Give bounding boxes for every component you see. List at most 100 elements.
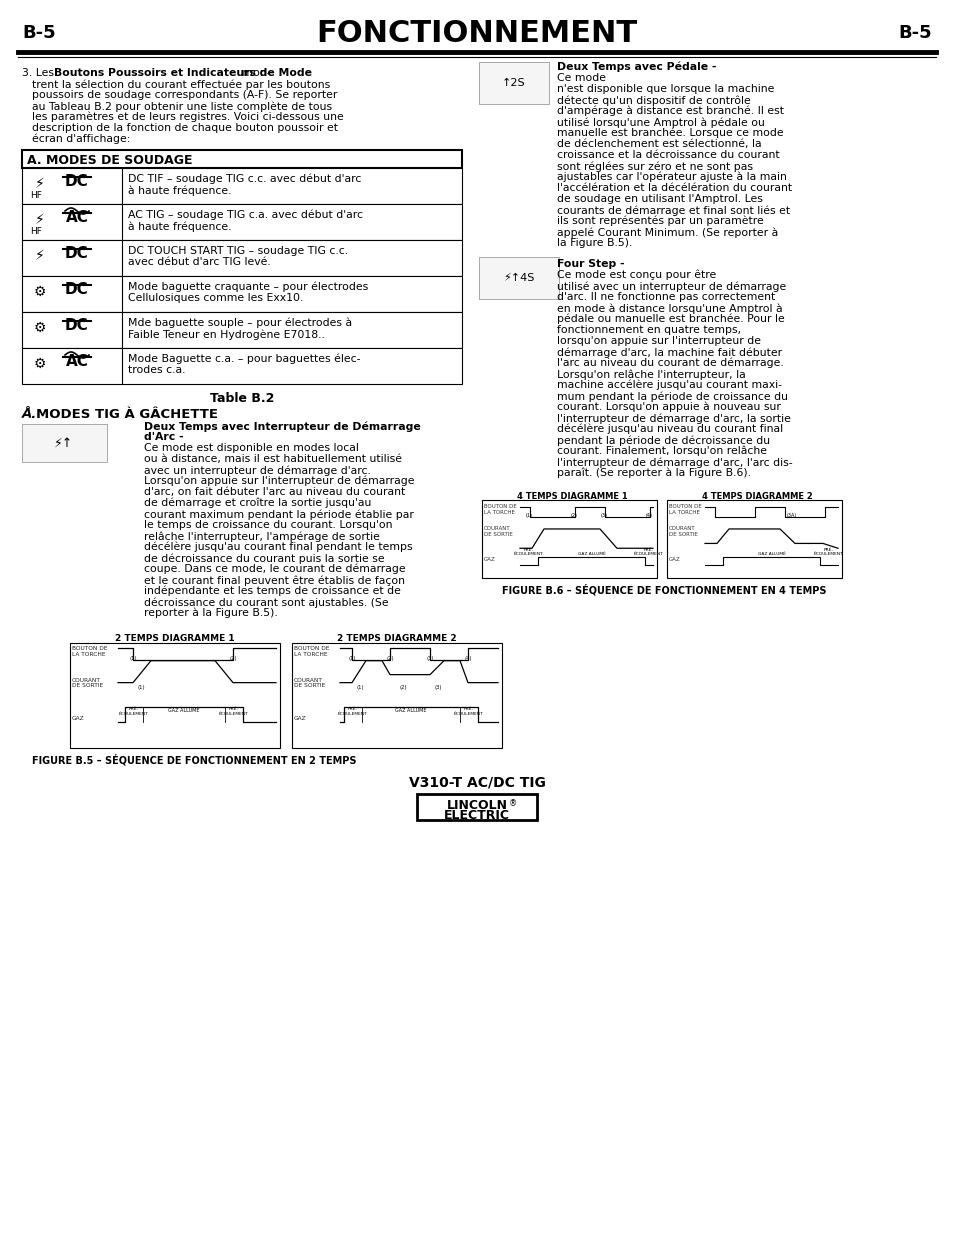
Text: COURANT
DE SORTIE: COURANT DE SORTIE	[294, 678, 325, 688]
Text: reporter à la Figure B.5).: reporter à la Figure B.5).	[144, 608, 277, 619]
Bar	[22, 424, 107, 462]
Text: AC: AC	[66, 210, 89, 226]
Text: trodes c.a.: trodes c.a.	[128, 366, 185, 375]
Text: mon-: mon-	[239, 68, 271, 78]
Text: (4): (4)	[464, 656, 472, 661]
Text: (4): (4)	[645, 513, 652, 517]
Bar	[22, 275, 461, 312]
Text: Table B.2: Table B.2	[210, 391, 274, 405]
Text: l'accélération et la décélération du courant: l'accélération et la décélération du cou…	[557, 183, 791, 193]
Bar	[22, 168, 461, 204]
Text: (1): (1)	[129, 656, 136, 661]
Bar	[292, 643, 501, 748]
Text: GAZ: GAZ	[483, 557, 496, 562]
Text: PRÉ-
ÉCOULEMENT: PRÉ- ÉCOULEMENT	[119, 708, 149, 716]
Text: écran d'affichage:: écran d'affichage:	[32, 135, 131, 144]
Text: coupe. Dans ce mode, le courant de démarrage: coupe. Dans ce mode, le courant de démar…	[144, 564, 405, 574]
Text: Four Step -: Four Step -	[557, 259, 624, 269]
Text: ⚙: ⚙	[33, 321, 46, 335]
Text: (3): (3)	[435, 684, 442, 689]
Bar	[478, 62, 548, 104]
Text: utilisé avec un interrupteur de démarrage: utilisé avec un interrupteur de démarrag…	[557, 282, 785, 291]
Text: de décroissance du courant puis la sortie se: de décroissance du courant puis la sorti…	[144, 553, 384, 563]
Text: B-5: B-5	[898, 23, 931, 42]
Text: au Tableau B.2 pour obtenir une liste complète de tous: au Tableau B.2 pour obtenir une liste co…	[32, 101, 332, 111]
Text: manuelle est branchée. Lorsque ce mode: manuelle est branchée. Lorsque ce mode	[557, 128, 782, 138]
Bar	[416, 794, 537, 820]
Text: DC TOUCH START TIG – soudage TIG c.c.: DC TOUCH START TIG – soudage TIG c.c.	[128, 246, 348, 256]
Text: DC: DC	[65, 319, 89, 333]
Text: ⚙: ⚙	[33, 285, 46, 299]
Text: courant. Finalement, lorsqu'on relâche: courant. Finalement, lorsqu'on relâche	[557, 446, 766, 457]
Text: Ce mode est disponible en modes local: Ce mode est disponible en modes local	[144, 443, 358, 453]
Bar	[22, 149, 461, 168]
Text: COURANT
DE SORTIE: COURANT DE SORTIE	[668, 526, 697, 537]
Text: courants de démarrage et final sont liés et: courants de démarrage et final sont liés…	[557, 205, 789, 215]
Bar	[481, 500, 657, 578]
Text: 4 TEMPS DIAGRAMME 2: 4 TEMPS DIAGRAMME 2	[700, 492, 812, 501]
Text: n'est disponible que lorsque la machine: n'est disponible que lorsque la machine	[557, 84, 774, 94]
Text: lorsqu'on appuie sur l'interrupteur de: lorsqu'on appuie sur l'interrupteur de	[557, 336, 760, 346]
Bar	[22, 204, 461, 240]
Text: DC: DC	[65, 174, 89, 189]
Text: d'arc. Il ne fonctionne pas correctement: d'arc. Il ne fonctionne pas correctement	[557, 291, 775, 303]
Text: Mode baguette craquante – pour électrodes: Mode baguette craquante – pour électrode…	[128, 282, 368, 293]
Text: d'ampérage à distance est branché. Il est: d'ampérage à distance est branché. Il es…	[557, 106, 783, 116]
Text: description de la fonction de chaque bouton poussoir et: description de la fonction de chaque bou…	[32, 124, 337, 133]
Text: DC TIF – soudage TIG c.c. avec début d'arc: DC TIF – soudage TIG c.c. avec début d'a…	[128, 174, 361, 184]
Text: GAZ ALLUMÉ: GAZ ALLUMÉ	[577, 552, 605, 556]
Text: croissance et la décroissance du courant: croissance et la décroissance du courant	[557, 149, 779, 161]
Text: BOUTON DE
LA TORCHE: BOUTON DE LA TORCHE	[483, 504, 517, 515]
Text: COURANT
DE SORTIE: COURANT DE SORTIE	[71, 678, 103, 688]
Text: relâche l'interrupteur, l'ampérage de sortie: relâche l'interrupteur, l'ampérage de so…	[144, 531, 379, 541]
Text: l'interrupteur de démarrage d'arc, la sortie: l'interrupteur de démarrage d'arc, la so…	[557, 412, 790, 424]
Text: Cellulosiques comme les Exx10.: Cellulosiques comme les Exx10.	[128, 293, 303, 303]
Text: la Figure B.5).: la Figure B.5).	[557, 238, 632, 248]
Text: MODES TIG À GÂCHETTE: MODES TIG À GÂCHETTE	[36, 408, 218, 421]
Text: 2 TEMPS DIAGRAMME 1: 2 TEMPS DIAGRAMME 1	[115, 634, 234, 643]
Text: décélère jusqu'au niveau du courant final: décélère jusqu'au niveau du courant fina…	[557, 424, 782, 435]
Text: Ce mode est conçu pour être: Ce mode est conçu pour être	[557, 270, 716, 280]
Text: à haute fréquence.: à haute fréquence.	[128, 185, 232, 195]
Text: DC: DC	[65, 247, 89, 262]
Text: (1): (1)	[138, 684, 146, 689]
Text: d'arc, on fait débuter l'arc au niveau du courant: d'arc, on fait débuter l'arc au niveau d…	[144, 487, 405, 496]
Text: à haute fréquence.: à haute fréquence.	[128, 221, 232, 231]
Text: BOUTON DE
LA TORCHE: BOUTON DE LA TORCHE	[294, 646, 329, 657]
Bar	[666, 500, 841, 578]
Text: de soudage en utilisant l'Amptrol. Les: de soudage en utilisant l'Amptrol. Les	[557, 194, 762, 204]
Text: mum pendant la période de croissance du: mum pendant la période de croissance du	[557, 391, 787, 401]
Text: PRÉ-
ÉCOULEMENT: PRÉ- ÉCOULEMENT	[219, 708, 249, 716]
Text: BOUTON DE
LA TORCHE: BOUTON DE LA TORCHE	[668, 504, 701, 515]
Bar	[22, 348, 461, 384]
Text: l'interrupteur de démarrage d'arc, l'arc dis-: l'interrupteur de démarrage d'arc, l'arc…	[557, 457, 792, 468]
Text: ↑2S: ↑2S	[501, 78, 525, 88]
Text: Ce mode: Ce mode	[557, 73, 605, 83]
Text: (2): (2)	[571, 513, 578, 517]
Text: Å.: Å.	[22, 408, 37, 421]
Text: DC: DC	[65, 283, 89, 298]
Text: ⚡: ⚡	[35, 177, 45, 191]
Text: utilisé lorsqu'une Amptrol à pédale ou: utilisé lorsqu'une Amptrol à pédale ou	[557, 117, 764, 127]
Text: PRÉ-
ÉCOULEMENT: PRÉ- ÉCOULEMENT	[813, 547, 843, 556]
Text: ⚡↑4S: ⚡↑4S	[503, 273, 534, 283]
Text: et le courant final peuvent être établis de façon: et le courant final peuvent être établis…	[144, 576, 405, 585]
Text: ⚡↑: ⚡↑	[54, 436, 73, 450]
Text: PRÉ-
ÉCOULEMENT: PRÉ- ÉCOULEMENT	[634, 547, 663, 556]
Text: pédale ou manuelle est branchée. Pour le: pédale ou manuelle est branchée. Pour le	[557, 314, 784, 325]
Text: ou à distance, mais il est habituellement utilisé: ou à distance, mais il est habituellemen…	[144, 454, 401, 464]
Text: HF: HF	[30, 227, 42, 236]
Text: FONCTIONNEMENT: FONCTIONNEMENT	[316, 19, 637, 47]
Text: pendant la période de décroissance du: pendant la période de décroissance du	[557, 435, 769, 446]
Text: GAZ ALLUMÉ: GAZ ALLUMÉ	[168, 708, 199, 713]
Text: COURANT
DE SORTIE: COURANT DE SORTIE	[483, 526, 512, 537]
Text: Mde baguette souple – pour électrodes à: Mde baguette souple – pour électrodes à	[128, 317, 352, 329]
Text: décroissance du courant sont ajustables. (Se: décroissance du courant sont ajustables.…	[144, 597, 388, 608]
Text: trent la sélection du courant effectuée par les boutons: trent la sélection du courant effectuée …	[32, 79, 330, 89]
Text: GAZ: GAZ	[294, 716, 306, 721]
Text: sont réglées sur zéro et ne sont pas: sont réglées sur zéro et ne sont pas	[557, 161, 752, 172]
Text: Faible Teneur en Hydrogène E7018..: Faible Teneur en Hydrogène E7018..	[128, 329, 325, 340]
Text: Mode Baguette c.a. – pour baguettes élec-: Mode Baguette c.a. – pour baguettes élec…	[128, 354, 360, 364]
Text: (1): (1)	[525, 513, 533, 517]
Text: ⚡: ⚡	[35, 249, 45, 263]
